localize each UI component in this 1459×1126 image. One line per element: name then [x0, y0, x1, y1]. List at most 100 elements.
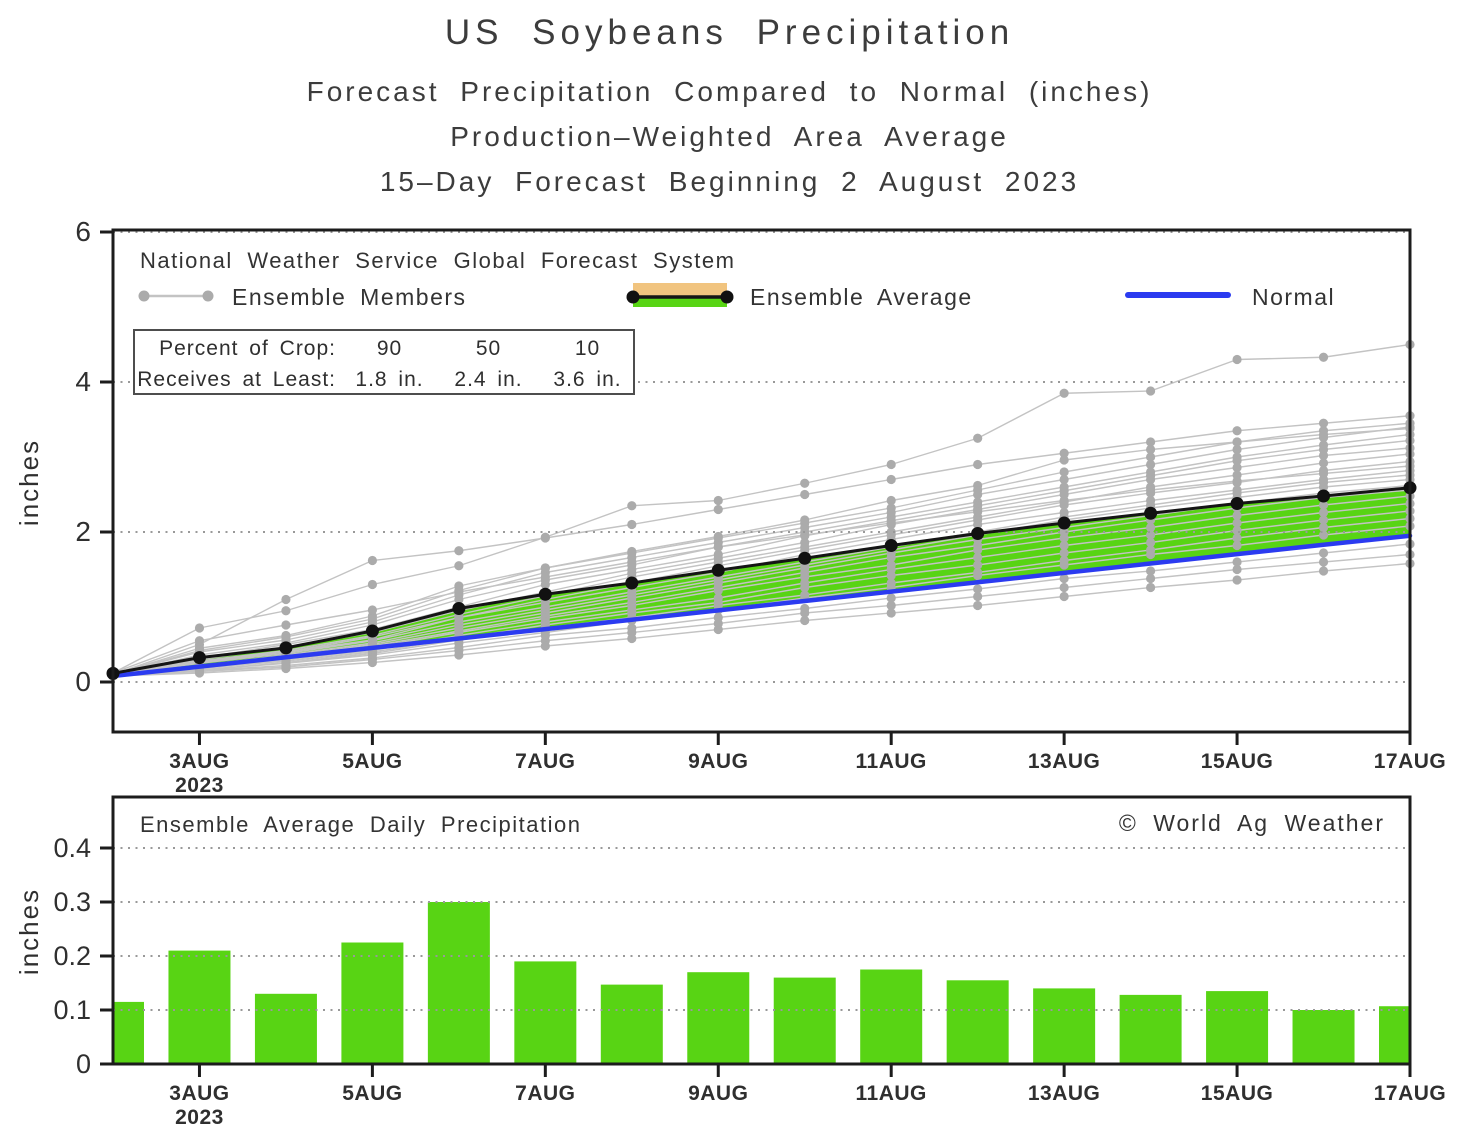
- ensemble-member-dot: [454, 594, 464, 605]
- ensemble-member-dot: [1232, 476, 1242, 486]
- ensemble-average-dot: [798, 551, 812, 565]
- ensemble-member-dot: [1059, 467, 1069, 477]
- ensemble-member-dot: [713, 585, 723, 596]
- subtitle-area-average: Production–Weighted Area Average: [450, 121, 1009, 152]
- ensemble-member-dot: [1146, 444, 1156, 455]
- ensemble-member-dot: [1059, 448, 1069, 458]
- ensemble-member-dot: [800, 530, 810, 540]
- ensemble-member-dot: [1146, 582, 1156, 593]
- top-chart: [100, 228, 1417, 745]
- legend-average-dot: [720, 290, 734, 304]
- ensemble-member-dot: [800, 489, 810, 500]
- ensemble-member-dot: [281, 620, 291, 630]
- ensemble-member-line: [112, 502, 1411, 676]
- ensemble-member-dot: [540, 641, 550, 651]
- top-x-tick-label: 7AUG: [515, 750, 575, 773]
- ensemble-member-dot: [1232, 462, 1242, 473]
- ensemble-member-dot: [1232, 456, 1242, 466]
- ensemble-member-dot: [1318, 458, 1329, 468]
- top-x-tick-label: 3AUG: [169, 750, 229, 773]
- top-y-tick-label: 6: [75, 216, 91, 247]
- ensemble-member-dot: [1059, 540, 1069, 551]
- ensemble-average-dot: [1057, 516, 1071, 530]
- ensemble-member-dot: [1146, 573, 1156, 584]
- ensemble-member-dot: [1059, 582, 1069, 593]
- top-x-year-label: 2023: [175, 774, 224, 797]
- ensemble-member-line: [112, 562, 1411, 677]
- ensemble-member-dot: [627, 633, 637, 644]
- daily-precip-bar: [254, 993, 317, 1064]
- ensemble-member-dot: [886, 474, 896, 485]
- ensemble-member-dot: [886, 608, 896, 618]
- bottom-x-tick-label: 17AUG: [1374, 1082, 1447, 1105]
- bottom-chart-y-axis-label: inches: [14, 887, 45, 976]
- bottom-x-tick-label: 11AUG: [856, 1082, 927, 1105]
- ensemble-member-dot: [713, 542, 723, 552]
- ensemble-member-dot: [886, 495, 896, 506]
- bottom-chart: [100, 795, 1412, 1077]
- ensemble-member-dot: [973, 552, 983, 563]
- ensemble-member-dot: [800, 582, 810, 593]
- ensemble-member-dot: [1146, 437, 1156, 447]
- ensemble-average-dot: [452, 602, 466, 615]
- ensemble-member-dot: [454, 650, 464, 660]
- ensemble-member-dot: [1232, 510, 1242, 521]
- ensemble-member-dot: [973, 545, 983, 555]
- ensemble-member-dot: [1146, 549, 1156, 560]
- ensemble-member-dot: [1232, 518, 1242, 528]
- ensemble-member-dot: [627, 546, 637, 557]
- ensemble-member-line: [112, 422, 1411, 676]
- ensemble-member-dot: [713, 504, 723, 515]
- ensemble-member-dot: [1059, 591, 1069, 602]
- crop-amount-3: 3.6 in.: [553, 367, 622, 391]
- ensemble-member-dot: [1318, 500, 1329, 510]
- daily-precip-bar: [514, 961, 577, 1064]
- ensemble-member-dot: [627, 519, 637, 530]
- ensemble-member-dot: [1318, 507, 1329, 518]
- daily-precip-bar: [427, 902, 490, 1064]
- ensemble-member-dot: [1318, 352, 1329, 362]
- ensemble-average-dot: [1230, 497, 1244, 510]
- ensemble-member-dot: [1059, 573, 1069, 584]
- ensemble-member-dot: [973, 600, 983, 611]
- subtitle-comparison: Forecast Precipitation Compared to Norma…: [306, 76, 1153, 107]
- ensemble-member-dot: [800, 615, 810, 626]
- bottom-y-tick-label: 0: [76, 1049, 91, 1079]
- ensemble-average-dot: [192, 651, 206, 665]
- top-x-tick-label: 9AUG: [688, 750, 748, 773]
- ensemble-member-dot: [1146, 452, 1156, 462]
- daily-precip-bar: [168, 950, 231, 1064]
- ensemble-member-line: [112, 465, 1411, 674]
- bottom-x-tick-label: 7AUG: [515, 1082, 575, 1105]
- ensemble-member-line: [112, 453, 1411, 676]
- ensemble-member-dot: [454, 546, 464, 556]
- top-chart-border: [111, 228, 1412, 734]
- bottom-x-tick-label: 3AUG: [169, 1082, 229, 1105]
- ensemble-member-dot: [973, 560, 983, 570]
- ensemble-average-dot: [1144, 506, 1158, 520]
- ensemble-member-dot: [1146, 566, 1156, 576]
- ensemble-member-dot: [886, 600, 896, 611]
- ensemble-member-dot: [800, 478, 810, 488]
- legend-ensemble-average-label: Ensemble Average: [750, 284, 973, 310]
- ensemble-member-dot: [540, 579, 550, 590]
- bottom-x-tick-label: 5AUG: [342, 1082, 402, 1105]
- top-x-tick-label: 15AUG: [1201, 750, 1274, 773]
- crop-amount-2: 2.4 in.: [454, 367, 523, 391]
- bottom-x-tick-label: 15AUG: [1201, 1082, 1274, 1105]
- ensemble-member-dot: [454, 561, 464, 571]
- ensemble-member-line: [112, 510, 1411, 677]
- legend-average-dot: [626, 290, 640, 304]
- ensemble-member-dot: [627, 501, 637, 511]
- ensemble-member-line: [112, 427, 1411, 676]
- top-x-tick-label: 13AUG: [1028, 750, 1101, 773]
- daily-precip-bar: [341, 942, 404, 1064]
- daily-precip-bar: [1379, 1006, 1410, 1064]
- daily-precip-bar: [946, 980, 1009, 1064]
- ensemble-average-dot: [538, 587, 552, 601]
- ensemble-member-line: [112, 460, 1411, 676]
- ensemble-member-dot: [540, 533, 550, 543]
- normal-line: [110, 533, 1413, 679]
- ensemble-member-dot: [540, 572, 550, 582]
